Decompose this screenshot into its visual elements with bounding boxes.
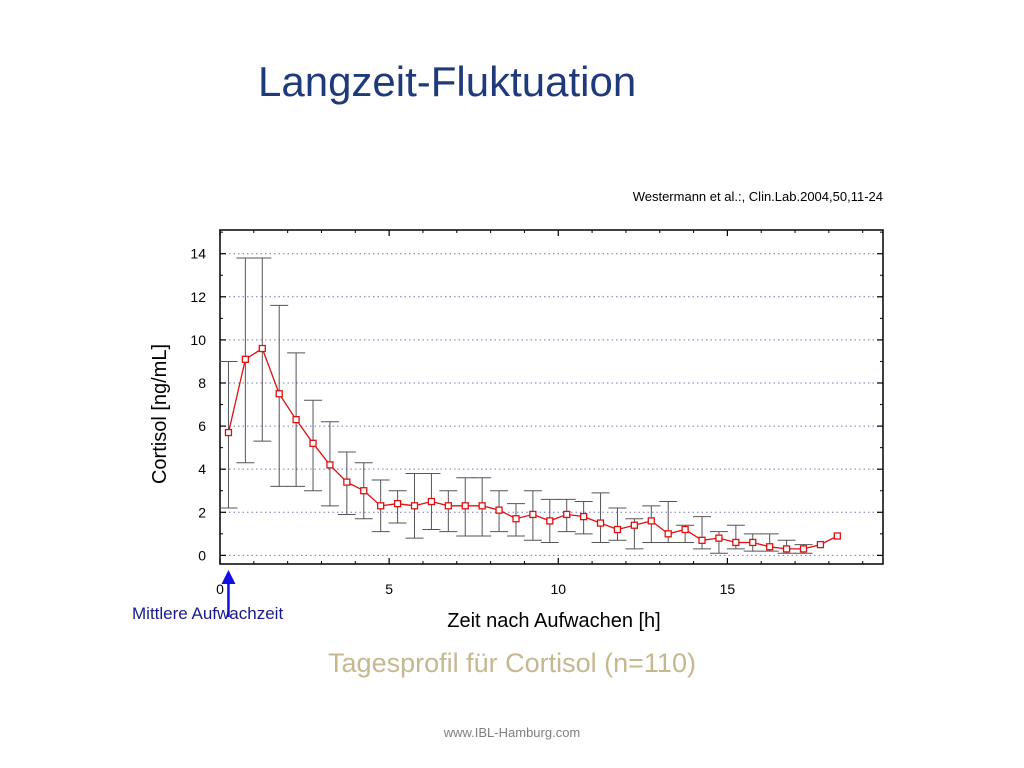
data-point — [766, 543, 774, 551]
data-point — [360, 487, 368, 495]
y-tick-label: 4 — [198, 461, 206, 477]
y-tick-label: 0 — [198, 547, 206, 563]
data-point — [258, 344, 266, 353]
data-point — [224, 428, 233, 437]
data-point — [563, 510, 571, 519]
error-bar — [591, 492, 610, 543]
axis-ticks: 0 2 4 6 8 10 12 14 0 5 10 15 — [190, 230, 883, 597]
data-point — [732, 538, 740, 547]
data-point — [512, 515, 520, 523]
data-point — [478, 502, 486, 510]
error-bar — [439, 490, 458, 533]
data-point — [427, 497, 436, 506]
data-point — [630, 521, 639, 529]
wake-time-arrow-icon — [221, 570, 236, 617]
y-tick-label: 12 — [190, 289, 206, 305]
data-point — [326, 461, 334, 469]
data-point — [799, 545, 808, 553]
data-point — [749, 538, 757, 547]
data-point — [613, 525, 622, 534]
error-bar — [608, 507, 627, 541]
data-point — [833, 532, 841, 540]
error-bars — [219, 257, 813, 554]
data-point — [579, 512, 588, 521]
data-point — [715, 534, 723, 542]
wake-time-annotation: Mittlere Aufwachzeit — [132, 604, 284, 623]
x-tick-label: 0 — [216, 581, 224, 597]
data-point — [529, 510, 537, 519]
data-point — [343, 478, 351, 486]
data-point — [664, 530, 672, 538]
data-point — [309, 439, 317, 447]
data-point — [698, 536, 706, 544]
y-axis-label: Cortisol [ng/mL] — [149, 344, 171, 484]
slide-title: Langzeit-Fluktuation — [258, 58, 637, 105]
data-point — [681, 525, 689, 534]
data-point — [410, 502, 419, 510]
data-point — [596, 519, 605, 527]
data-point — [546, 517, 554, 525]
data-points — [224, 344, 841, 553]
x-tick-label: 5 — [385, 581, 393, 597]
y-tick-label: 2 — [198, 504, 206, 520]
chart-subtitle: Tagesprofil für Cortisol (n=110) — [328, 648, 696, 678]
x-tick-label: 10 — [550, 581, 566, 597]
data-point — [461, 502, 469, 510]
data-point — [782, 545, 791, 553]
data-point — [647, 517, 655, 525]
data-point — [292, 415, 300, 424]
y-tick-label: 14 — [190, 246, 206, 262]
data-point — [495, 506, 503, 514]
y-tick-label: 10 — [190, 332, 206, 348]
data-point — [241, 355, 250, 363]
data-point — [816, 540, 825, 549]
x-axis-label: Zeit nach Aufwachen [h] — [447, 610, 660, 632]
error-bar — [693, 516, 712, 550]
y-tick-label: 6 — [198, 418, 206, 434]
data-point — [444, 502, 452, 510]
data-point — [377, 502, 385, 510]
y-tick-label: 8 — [198, 375, 206, 391]
data-point — [275, 390, 283, 398]
grid-lines — [220, 253, 883, 556]
footer-url: www.IBL-Hamburg.com — [443, 725, 581, 740]
x-tick-label: 15 — [720, 581, 736, 597]
data-point — [393, 500, 402, 508]
plot-frame — [219, 229, 884, 565]
citation: Westermann et al.:, Clin.Lab.2004,50,11-… — [632, 189, 883, 204]
